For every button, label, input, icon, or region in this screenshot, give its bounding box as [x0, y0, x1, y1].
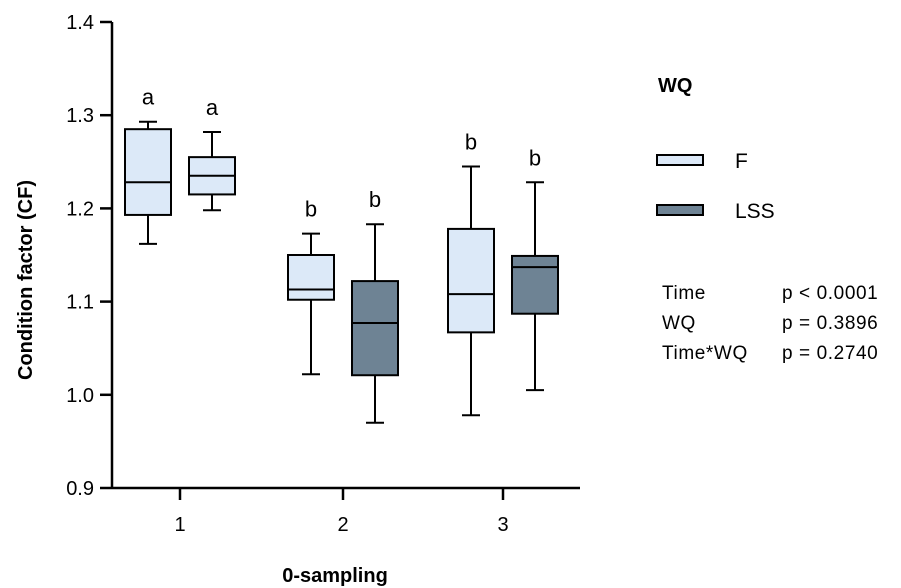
significance-letter: b [305, 197, 317, 222]
box-F-1: a [124, 85, 172, 245]
legend-swatch-f [656, 154, 704, 166]
significance-letter: a [142, 85, 155, 110]
y-tick-label: 1.0 [66, 385, 94, 407]
legend-swatch-lss [656, 204, 704, 216]
axes: 0.9 1.0 1.1 1.2 1.3 1.4 1 2 3 0-sampling Condition… [15, 12, 580, 587]
significance-letter: a [206, 95, 219, 120]
stats-term: Time*WQ [662, 343, 748, 364]
significance-letter: b [465, 129, 477, 154]
legend: WQ F LSS [656, 75, 775, 223]
y-tick-label: 1.3 [66, 105, 94, 127]
legend-label-lss: LSS [735, 200, 775, 223]
iqr-box [124, 128, 172, 216]
box-LSS-1: a [188, 95, 236, 212]
box-F-2: b [287, 197, 335, 376]
iqr-box [351, 280, 399, 377]
significance-letter: b [369, 187, 381, 212]
x-tick-label: 1 [174, 514, 185, 536]
legend-label-f: F [735, 150, 748, 173]
y-tick-label: 1.2 [66, 198, 94, 220]
box-F-3: b [447, 129, 495, 417]
stats-term: WQ [662, 313, 696, 334]
iqr-box [511, 254, 559, 315]
x-axis-title: 0-sampling [282, 565, 388, 587]
stats-p-value: p = 0.3896 [782, 313, 878, 334]
stats-term: Time [662, 283, 706, 304]
box-LSS-2: b [351, 187, 399, 424]
stats-p-value: p = 0.2740 [782, 343, 878, 364]
y-tick-label: 1.1 [66, 292, 94, 314]
iqr-box [447, 227, 495, 334]
iqr-box [287, 254, 335, 301]
y-axis-title: Condition factor (CF) [15, 180, 37, 380]
y-tick-label: 0.9 [66, 478, 94, 500]
legend-title: WQ [658, 75, 692, 97]
y-tick-label: 1.4 [66, 12, 94, 34]
x-tick-label: 2 [337, 514, 348, 536]
stats-p-value: p < 0.0001 [782, 283, 878, 304]
significance-letter: b [529, 145, 541, 170]
stats-table: Time p < 0.0001 WQ p = 0.3896 Time*WQ p = 0.2… [662, 283, 878, 364]
box-LSS-3: b [511, 145, 559, 392]
boxes: a a b b b b [124, 85, 559, 424]
x-tick-label: 3 [497, 514, 508, 536]
